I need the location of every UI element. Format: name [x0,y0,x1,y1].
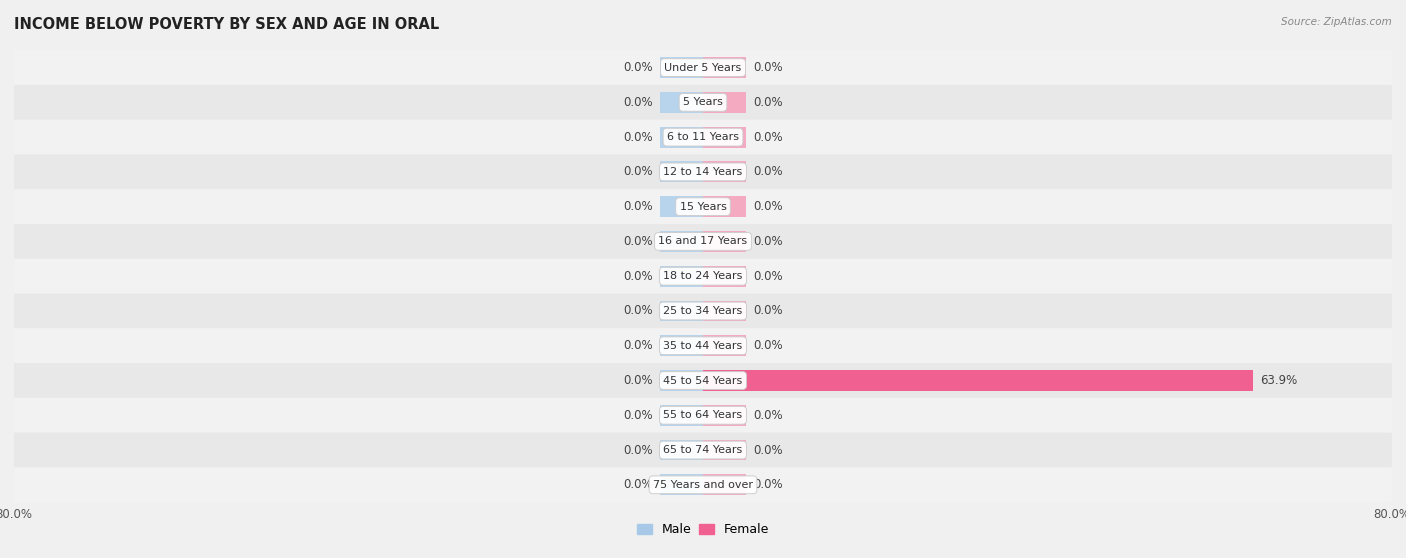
Bar [659,335,703,356]
Text: 0.0%: 0.0% [623,478,652,491]
Text: 0.0%: 0.0% [623,200,652,213]
FancyBboxPatch shape [14,363,1392,398]
Text: 0.0%: 0.0% [754,200,783,213]
Text: 0.0%: 0.0% [623,305,652,318]
Text: Under 5 Years: Under 5 Years [665,62,741,73]
Bar [703,92,747,113]
Text: 0.0%: 0.0% [623,235,652,248]
Text: 0.0%: 0.0% [754,131,783,143]
Bar [659,266,703,287]
Bar [659,161,703,182]
FancyBboxPatch shape [14,120,1392,155]
Bar [659,231,703,252]
FancyBboxPatch shape [14,294,1392,328]
Bar [659,57,703,78]
Text: 0.0%: 0.0% [623,270,652,283]
Text: 16 and 17 Years: 16 and 17 Years [658,237,748,247]
Text: 45 to 54 Years: 45 to 54 Years [664,376,742,386]
Text: 0.0%: 0.0% [754,444,783,456]
Bar [703,440,747,460]
Bar [659,405,703,426]
Text: 0.0%: 0.0% [623,374,652,387]
Text: 0.0%: 0.0% [623,61,652,74]
Bar [703,474,747,496]
Bar [659,127,703,147]
FancyBboxPatch shape [14,224,1392,259]
Text: 0.0%: 0.0% [623,444,652,456]
Text: 0.0%: 0.0% [754,165,783,179]
Text: 0.0%: 0.0% [754,409,783,422]
Text: Source: ZipAtlas.com: Source: ZipAtlas.com [1281,17,1392,27]
FancyBboxPatch shape [14,328,1392,363]
Bar [659,92,703,113]
Bar [703,266,747,287]
Text: 0.0%: 0.0% [623,96,652,109]
Text: 0.0%: 0.0% [623,339,652,352]
Legend: Male, Female: Male, Female [631,518,775,541]
Text: 65 to 74 Years: 65 to 74 Years [664,445,742,455]
Bar [659,301,703,321]
Text: INCOME BELOW POVERTY BY SEX AND AGE IN ORAL: INCOME BELOW POVERTY BY SEX AND AGE IN O… [14,17,439,32]
Text: 0.0%: 0.0% [754,305,783,318]
Text: 15 Years: 15 Years [679,201,727,211]
Text: 0.0%: 0.0% [623,131,652,143]
Text: 12 to 14 Years: 12 to 14 Years [664,167,742,177]
FancyBboxPatch shape [14,432,1392,468]
Bar [703,301,747,321]
Text: 0.0%: 0.0% [754,478,783,491]
Text: 25 to 34 Years: 25 to 34 Years [664,306,742,316]
FancyBboxPatch shape [14,189,1392,224]
Text: 5 Years: 5 Years [683,98,723,107]
Text: 0.0%: 0.0% [623,409,652,422]
FancyBboxPatch shape [14,468,1392,502]
Text: 0.0%: 0.0% [754,235,783,248]
Text: 35 to 44 Years: 35 to 44 Years [664,341,742,351]
Text: 0.0%: 0.0% [754,61,783,74]
Text: 63.9%: 63.9% [1260,374,1298,387]
FancyBboxPatch shape [14,50,1392,85]
Bar [703,161,747,182]
FancyBboxPatch shape [14,398,1392,432]
Bar [659,440,703,460]
FancyBboxPatch shape [14,259,1392,294]
Bar [659,196,703,217]
Text: 0.0%: 0.0% [754,96,783,109]
Text: 0.0%: 0.0% [623,165,652,179]
Bar [659,474,703,496]
Bar [659,370,703,391]
Text: 6 to 11 Years: 6 to 11 Years [666,132,740,142]
Bar [703,335,747,356]
Bar [703,57,747,78]
Bar [703,405,747,426]
Text: 75 Years and over: 75 Years and over [652,480,754,490]
Bar [703,231,747,252]
Bar [703,370,1253,391]
Text: 18 to 24 Years: 18 to 24 Years [664,271,742,281]
Text: 0.0%: 0.0% [754,270,783,283]
FancyBboxPatch shape [14,85,1392,120]
Bar [703,196,747,217]
Text: 55 to 64 Years: 55 to 64 Years [664,410,742,420]
Text: 0.0%: 0.0% [754,339,783,352]
Bar [703,127,747,147]
FancyBboxPatch shape [14,155,1392,189]
